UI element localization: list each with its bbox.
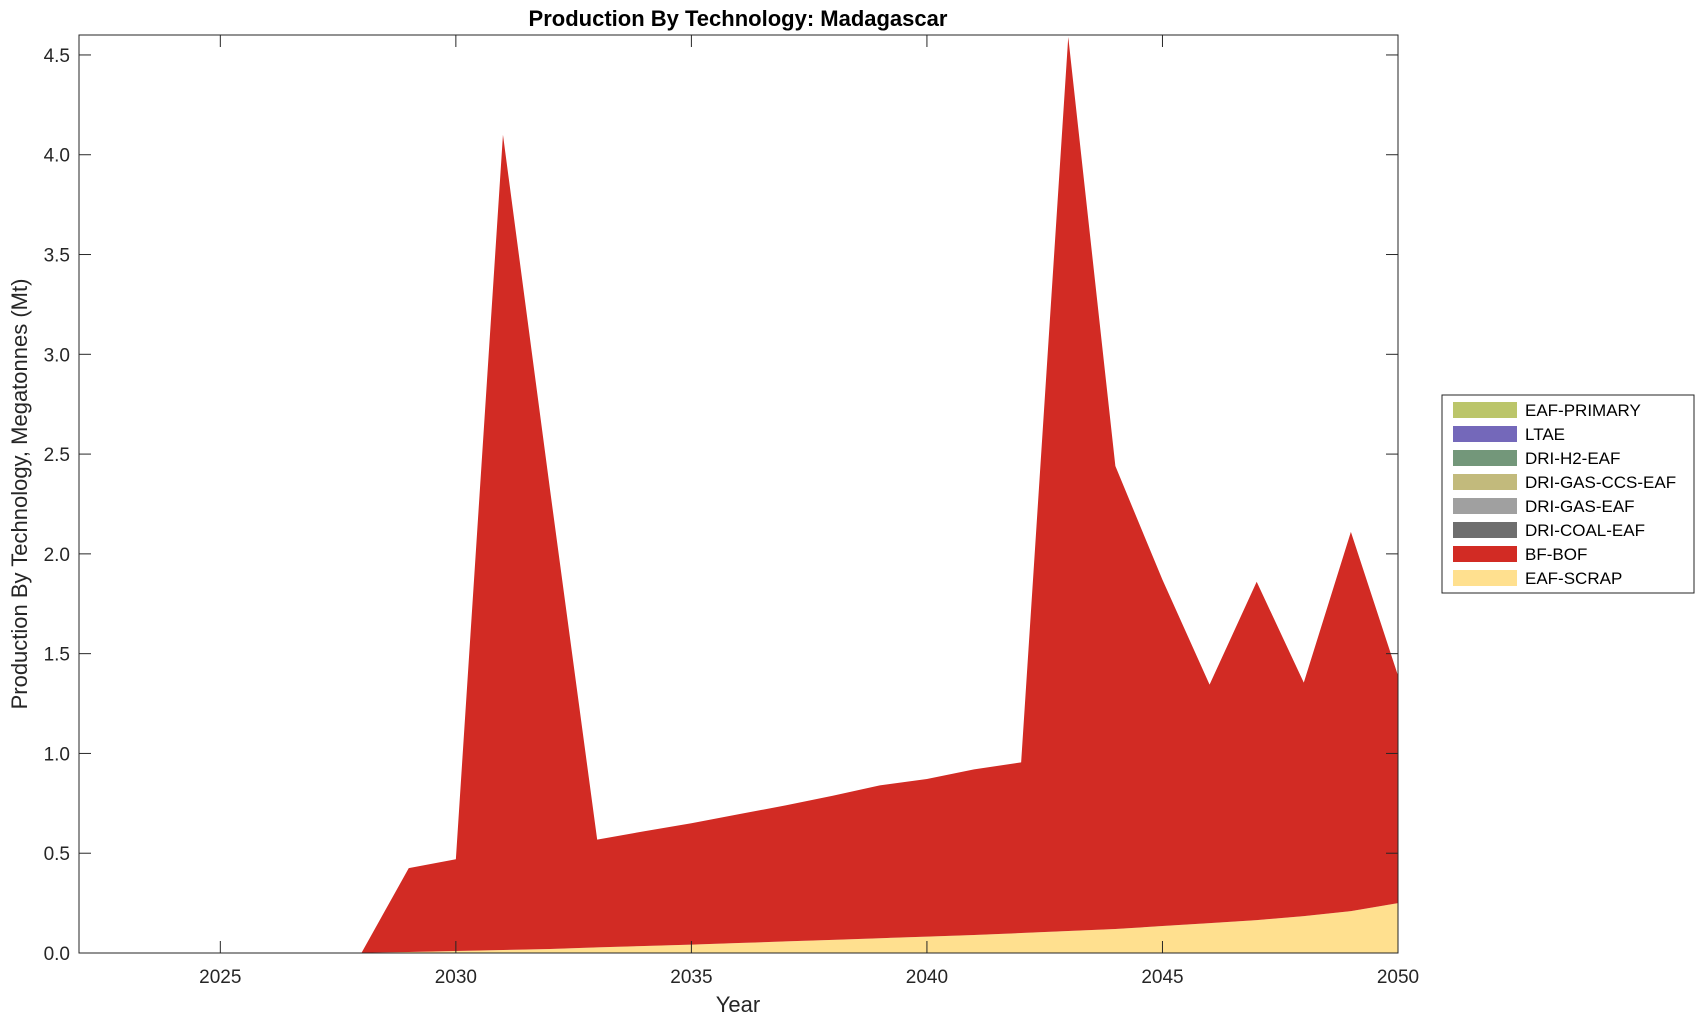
x-tick-label: 2035 (670, 967, 712, 988)
area-eaf-scrap (79, 903, 1398, 953)
y-tick-label: 1.0 (44, 744, 70, 765)
x-tick-label: 2050 (1377, 967, 1419, 988)
y-tick-label: 3.5 (44, 246, 70, 267)
y-tick-label: 0.0 (44, 944, 70, 965)
legend-swatch-dri-gas-eaf (1453, 498, 1517, 514)
legend-label-eaf-primary: EAF-PRIMARY (1525, 401, 1641, 420)
x-tick-label: 2045 (1141, 967, 1183, 988)
legend-label-dri-gas-ccs-eaf: DRI-GAS-CCS-EAF (1525, 473, 1676, 492)
y-tick-label: 0.5 (44, 844, 70, 865)
y-tick-label: 2.5 (44, 445, 70, 466)
legend-label-ltae: LTAE (1525, 425, 1565, 444)
legend-swatch-eaf-scrap (1453, 570, 1517, 586)
x-tick-label: 2030 (435, 967, 477, 988)
y-tick-label: 1.5 (44, 645, 70, 666)
area-bf-bof (79, 37, 1398, 953)
plot-frame (78, 34, 1399, 954)
x-tick-label: 2025 (199, 967, 241, 988)
legend-swatch-dri-gas-ccs-eaf (1453, 474, 1517, 490)
legend-label-eaf-scrap: EAF-SCRAP (1525, 569, 1622, 588)
y-tick-label: 4.5 (44, 46, 70, 67)
x-axis-label: Year (716, 992, 760, 1017)
plot-areas (79, 37, 1398, 953)
legend-swatch-eaf-primary (1453, 402, 1517, 418)
y-tick-label: 3.0 (44, 345, 70, 366)
x-axis-ticks: 2025 2030 2035 2040 2045 2050 (199, 35, 1419, 988)
legend-label-dri-coal-eaf: DRI-COAL-EAF (1525, 521, 1645, 540)
legend-label-dri-gas-eaf: DRI-GAS-EAF (1525, 497, 1635, 516)
legend-swatch-dri-coal-eaf (1453, 522, 1517, 538)
y-tick-label: 4.0 (44, 146, 70, 167)
legend-label-dri-h2-eaf: DRI-H2-EAF (1525, 449, 1620, 468)
x-tick-label: 2040 (906, 967, 948, 988)
legend-swatch-dri-h2-eaf (1453, 450, 1517, 466)
legend-swatch-bf-bof (1453, 546, 1517, 562)
y-axis-label: Production By Technology, Megatonnes (Mt… (7, 279, 32, 710)
legend-swatch-ltae (1453, 426, 1517, 442)
legend: EAF-PRIMARY LTAE DRI-H2-EAF DRI-GAS-CCS-EAF… (1441, 394, 1695, 594)
y-tick-label: 2.0 (44, 545, 70, 566)
y-axis-ticks: 0.0 0.5 1.0 1.5 2.0 2.5 3.0 3.5 4.0 4.5 (44, 46, 1398, 965)
chart-title: Production By Technology: Madagascar (529, 6, 948, 31)
legend-label-bf-bof: BF-BOF (1525, 545, 1587, 564)
